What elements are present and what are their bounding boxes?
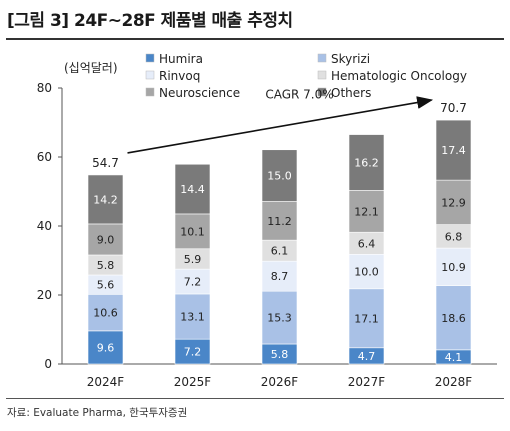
data-label: 5.8 — [271, 348, 289, 361]
bar-segment — [435, 247, 472, 286]
bar-segment — [435, 285, 472, 351]
footer-divider — [6, 398, 504, 399]
cagr-arrow — [127, 96, 434, 154]
data-label: 15.3 — [267, 312, 292, 325]
data-label: 10.1 — [180, 225, 205, 238]
x-tick-label: 2028F — [435, 375, 473, 389]
x-tick-label: 2024F — [87, 375, 125, 389]
bar-segment — [87, 174, 124, 225]
chart-title: [그림 3] 24F~28F 제품별 매출 추정치 — [7, 11, 293, 31]
data-label: 17.1 — [354, 312, 379, 325]
data-label: 7.2 — [184, 276, 202, 289]
cagr-label: CAGR 7.0% — [265, 88, 333, 102]
data-label: 12.9 — [441, 196, 466, 209]
legend-swatch — [145, 87, 155, 97]
total-label: 54.7 — [92, 156, 119, 170]
bar-segment — [174, 293, 211, 340]
title-divider — [6, 38, 504, 40]
legend-label: Others — [331, 86, 371, 100]
data-label: 16.2 — [354, 157, 379, 170]
data-label: 12.1 — [354, 205, 379, 218]
bar-segment — [87, 223, 124, 256]
y-tick-label: 20 — [37, 288, 52, 302]
bar-segment — [261, 290, 298, 345]
legend-label: Neuroscience — [159, 86, 240, 100]
data-label: 5.9 — [184, 253, 202, 266]
data-label: 9.0 — [97, 233, 115, 246]
data-label: 8.7 — [271, 270, 289, 283]
y-tick-label: 0 — [44, 357, 52, 371]
legend-label: Skyrizi — [331, 52, 370, 66]
data-label: 4.1 — [445, 351, 463, 364]
bar-segment — [174, 338, 211, 365]
legend-label: Rinvoq — [159, 69, 200, 83]
data-label: 7.2 — [184, 346, 202, 359]
data-label: 10.6 — [93, 307, 118, 320]
data-label: 18.6 — [441, 312, 466, 325]
x-tick-label: 2027F — [348, 375, 386, 389]
bar-segment — [435, 119, 472, 181]
bar-segment — [348, 253, 385, 290]
bar-segment — [261, 201, 298, 241]
bar-segment — [348, 288, 385, 349]
legend-swatch — [317, 87, 327, 97]
data-label: 6.8 — [445, 230, 463, 243]
legend-swatch — [317, 53, 327, 63]
bar-segment — [261, 149, 298, 202]
y-tick-label: 60 — [37, 150, 52, 164]
data-label: 10.9 — [441, 261, 466, 274]
data-label: 13.1 — [180, 311, 205, 324]
data-label: 6.4 — [358, 237, 376, 250]
y-unit-label: (십억달러) — [64, 61, 118, 75]
data-label: 14.4 — [180, 183, 205, 196]
bar-segment — [348, 134, 385, 191]
data-label: 10.0 — [354, 266, 379, 279]
legend-swatch — [145, 53, 155, 63]
data-label: 14.2 — [93, 193, 118, 206]
x-tick-label: 2025F — [174, 375, 212, 389]
bar-segment — [174, 163, 211, 215]
total-label: 70.7 — [440, 101, 467, 115]
data-label: 5.8 — [97, 259, 115, 272]
bar-segment — [87, 330, 124, 365]
source-note: 자료: Evaluate Pharma, 한국투자증권 — [7, 407, 188, 419]
bar-segment — [87, 294, 124, 332]
x-tick-label: 2026F — [261, 375, 299, 389]
data-label: 4.7 — [358, 350, 376, 363]
legend-swatch — [317, 70, 327, 80]
legend-label: Hematologic Oncology — [331, 69, 467, 83]
data-label: 17.4 — [441, 144, 466, 157]
bar-segment — [435, 179, 472, 225]
y-tick-label: 80 — [37, 81, 52, 95]
legend-swatch — [145, 70, 155, 80]
data-label: 5.6 — [97, 279, 115, 292]
y-tick-label: 40 — [37, 219, 52, 233]
data-label: 15.0 — [267, 170, 292, 183]
data-label: 6.1 — [271, 245, 289, 258]
legend-label: Humira — [159, 52, 203, 66]
data-label: 9.6 — [97, 341, 115, 354]
data-label: 11.2 — [267, 215, 292, 228]
bar-segment — [348, 190, 385, 233]
